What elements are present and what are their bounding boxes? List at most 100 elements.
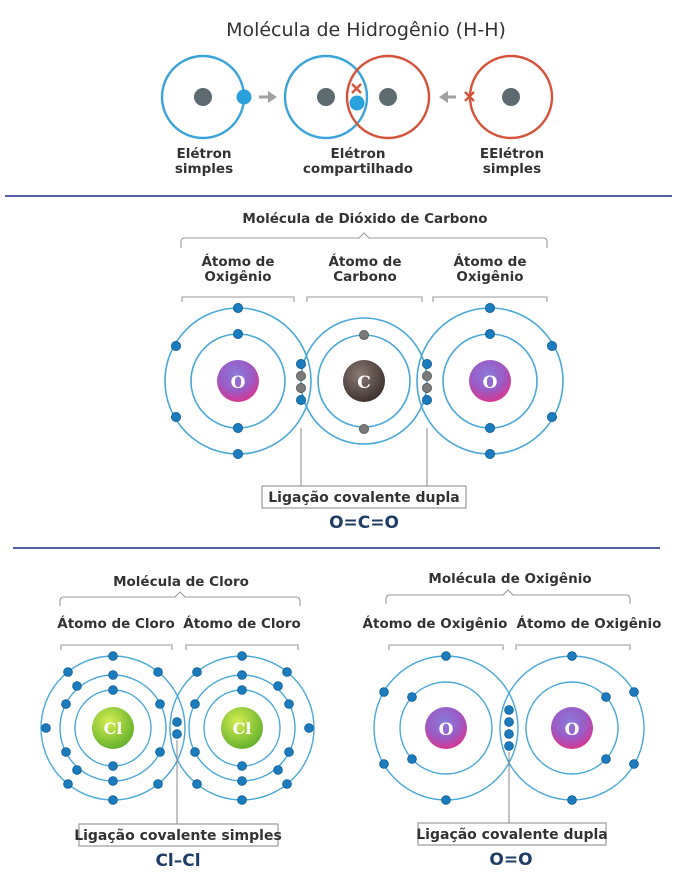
chlorine-title: Molécula de Cloro [113,574,249,590]
chlorine-left-nucleus-symbol: Cl [104,719,123,738]
electron [295,382,306,393]
electron [504,741,514,751]
co2-atom-left-label-2: Oxigênio [204,269,271,285]
electron [170,340,181,351]
electron [567,795,577,805]
oxygen-left-inner-orbit [399,681,493,775]
electron [232,448,243,459]
oxygen-bond-label: Ligação covalente dupla [416,827,608,843]
electron [63,779,73,789]
co2-left-shared-electrons [295,358,306,405]
co2-title: Molécula de Dióxido de Carbono [242,211,487,227]
chlorine-atom-left-label: Átomo de Cloro [57,615,174,632]
oxygen-section: Molécula de Oxigênio Átomo de Oxigênio Á… [363,571,662,870]
hydrogen-right-nucleus [502,88,520,106]
hydrogen-shared-electron [349,95,365,111]
electron [547,340,558,351]
electron [421,382,432,393]
co2-atom-right-brace [432,296,548,302]
electron [192,667,202,677]
oxygen-right-nucleus [551,707,593,749]
co2-atom-middle-brace [306,296,423,302]
electron [72,681,82,691]
oxygen-right-electrons [567,651,639,805]
electron [629,759,639,769]
chlorine-shared-electrons [172,717,182,739]
electron [484,328,495,339]
electron [172,717,182,727]
chlorine-title-brace [59,591,301,606]
electron [282,667,292,677]
electron [190,699,200,709]
hydrogen-right-label-2: simples [483,161,541,177]
arrow-right-icon [259,91,277,103]
electron [232,302,243,313]
electron [237,795,247,805]
electron [61,699,71,709]
electron [504,717,514,727]
co2-right-nucleus [469,360,511,402]
electron [407,692,417,702]
electron [504,729,514,739]
co2-middle-outer-orbit [300,317,428,445]
co2-atom-left-label-1: Átomo de [201,253,274,270]
oxygen-atom-right-brace [515,644,631,650]
co2-atom-right-label-2: Oxigênio [456,269,523,285]
chlorine-right-electrons [190,651,314,805]
electron [273,765,283,775]
electron [547,411,558,422]
electron [108,795,118,805]
electron [421,358,432,369]
hydrogen-right-label-1: EElétron [480,146,544,162]
co2-left-electrons [170,302,243,459]
electron [232,328,243,339]
oxygen-left-nucleus [425,707,467,749]
electron [153,779,163,789]
electron [421,394,432,405]
oxygen-right-inner-orbit [525,681,619,775]
electron [484,448,495,459]
hydrogen-left-electron [236,89,252,105]
chlorine-section: Molécula de Cloro Átomo de Cloro Átomo d… [40,574,315,871]
electron [504,705,514,715]
chlorine-atom-right-brace [185,644,299,650]
electron [153,667,163,677]
electron [61,747,71,757]
electron [379,687,389,697]
oxygen-title: Molécula de Oxigênio [428,571,591,587]
hydrogen-shared-right-orbit [345,54,431,140]
chlorine-left-electrons [41,651,165,805]
electron [282,779,292,789]
chlorine-right-nucleus [221,707,263,749]
chlorine-bond-label: Ligação covalente simples [74,828,282,844]
electron [484,302,495,313]
electron [41,723,51,733]
co2-section: Molécula de Dióxido de Carbono Átomo de … [164,211,564,533]
co2-title-brace [180,232,548,248]
co2-right-nucleus-symbol: O [483,373,498,393]
electron [484,422,495,433]
electron [358,329,369,340]
electron [192,779,202,789]
co2-middle-nucleus-symbol: C [357,373,371,393]
electron [170,411,181,422]
electron [421,370,432,381]
electron [273,681,283,691]
electron [601,692,611,702]
electron [237,776,247,786]
co2-atom-right-label-1: Átomo de [453,253,526,270]
hydrogen-middle-label-2: compartilhado [303,161,413,177]
oxygen-right-nucleus-symbol: O [565,720,580,740]
co2-left-nucleus [217,360,259,402]
co2-right-shared-electrons [421,358,432,405]
hydrogen-middle-label-1: Elétron [330,146,385,162]
oxygen-left-nucleus-symbol: O [439,720,454,740]
electron [295,394,306,405]
electron [441,651,451,661]
electron [108,651,118,661]
electron [284,699,294,709]
electron [172,729,182,739]
chlorine-bond-label-box [78,823,279,847]
oxygen-formula: O=O [489,850,532,870]
